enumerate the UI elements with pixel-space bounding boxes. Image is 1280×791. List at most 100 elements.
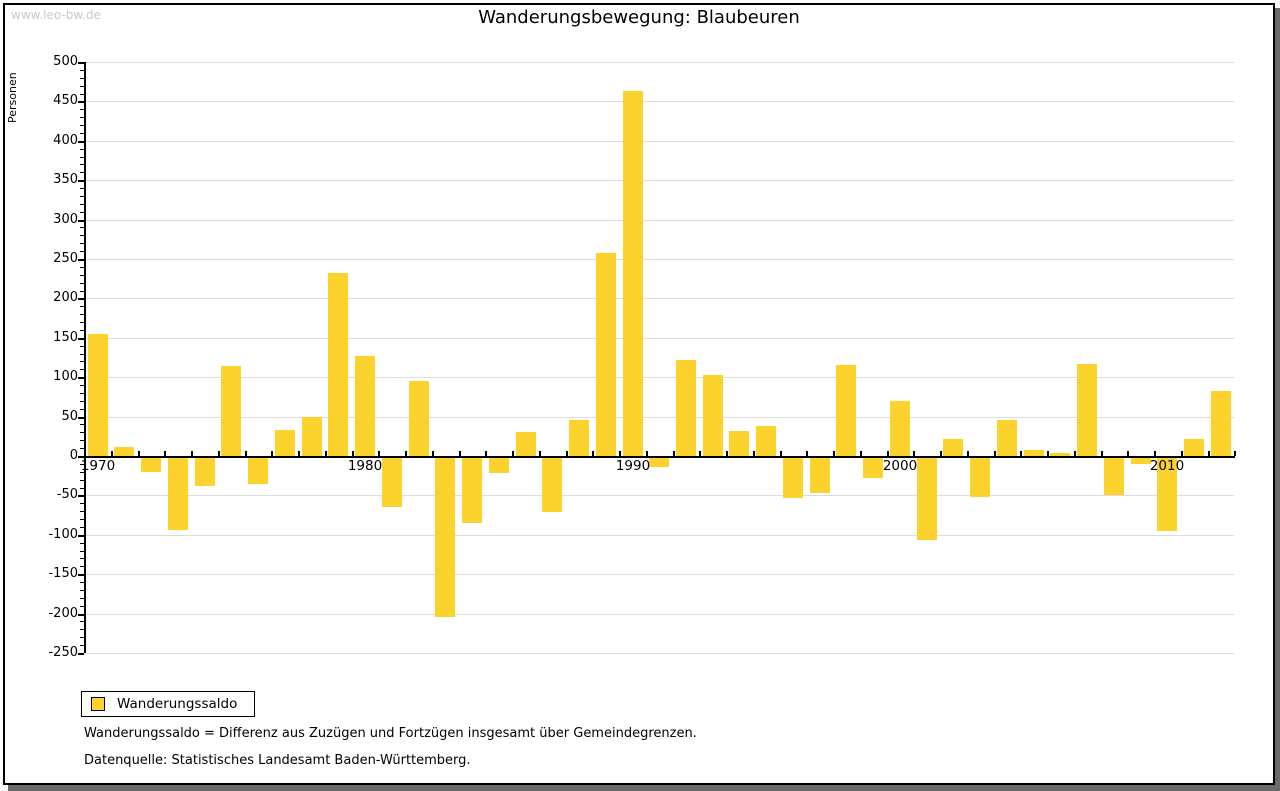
bar-1981 bbox=[382, 458, 402, 507]
x-tick bbox=[699, 451, 701, 456]
x-tick bbox=[432, 451, 434, 456]
y-minor-tick bbox=[80, 590, 84, 591]
y-minor-tick bbox=[80, 472, 84, 473]
bar-1973 bbox=[168, 458, 188, 530]
y-minor-tick bbox=[80, 432, 84, 433]
y-minor-tick bbox=[80, 243, 84, 244]
y-tick-label-400: 400 bbox=[53, 133, 78, 148]
y-tick-label-200: 200 bbox=[53, 290, 78, 305]
y-minor-tick bbox=[80, 251, 84, 252]
bar-1977 bbox=[275, 430, 295, 456]
y-axis-line bbox=[84, 62, 86, 653]
x-tick bbox=[271, 451, 273, 456]
x-tick bbox=[1047, 451, 1049, 456]
bar-1987 bbox=[542, 458, 562, 512]
gridline-100 bbox=[86, 377, 1234, 378]
y-minor-tick bbox=[80, 157, 84, 158]
y-minor-tick bbox=[80, 204, 84, 205]
x-axis-line bbox=[84, 456, 1235, 458]
y-minor-tick bbox=[80, 543, 84, 544]
bar-1975 bbox=[221, 366, 241, 456]
x-tick bbox=[753, 451, 755, 456]
y-minor-tick bbox=[80, 393, 84, 394]
y-minor-tick bbox=[80, 149, 84, 150]
y-tick-label--150: -150 bbox=[48, 566, 78, 581]
x-tick bbox=[940, 451, 942, 456]
y-minor-tick bbox=[80, 598, 84, 599]
bar-2000 bbox=[890, 401, 910, 456]
bar-1983 bbox=[435, 458, 455, 617]
y-minor-tick bbox=[80, 322, 84, 323]
y-minor-tick bbox=[80, 645, 84, 646]
bar-1980 bbox=[355, 356, 375, 456]
gridline-250 bbox=[86, 259, 1234, 260]
y-tick-label--100: -100 bbox=[48, 527, 78, 542]
x-tick bbox=[459, 451, 461, 456]
bar-1991 bbox=[649, 458, 669, 467]
y-minor-tick bbox=[80, 164, 84, 165]
y-major-tick-300 bbox=[78, 220, 84, 222]
bar-1999 bbox=[863, 458, 883, 478]
y-minor-tick bbox=[80, 401, 84, 402]
y-minor-tick bbox=[80, 196, 84, 197]
frame-shadow-right bbox=[1275, 8, 1280, 791]
y-minor-tick bbox=[80, 480, 84, 481]
bar-1970 bbox=[88, 334, 108, 456]
y-minor-tick bbox=[80, 558, 84, 559]
y-tick-label-0: 0 bbox=[69, 448, 78, 463]
bar-1972 bbox=[141, 458, 161, 472]
y-minor-tick bbox=[80, 306, 84, 307]
y-major-tick--150 bbox=[78, 574, 84, 576]
bar-2010 bbox=[1157, 458, 1177, 531]
x-tick bbox=[887, 451, 889, 456]
y-major-tick--200 bbox=[78, 614, 84, 616]
x-tick bbox=[619, 451, 621, 456]
x-tick-label-1970: 1970 bbox=[80, 458, 116, 474]
x-tick bbox=[1234, 451, 1236, 456]
x-tick bbox=[512, 451, 514, 456]
bar-2006 bbox=[1050, 453, 1070, 456]
y-tick-label--250: -250 bbox=[48, 645, 78, 660]
y-major-tick-150 bbox=[78, 338, 84, 340]
y-minor-tick bbox=[80, 369, 84, 370]
bar-2009 bbox=[1131, 458, 1151, 464]
gridline--100 bbox=[86, 535, 1234, 536]
x-tick bbox=[485, 451, 487, 456]
y-minor-tick bbox=[80, 488, 84, 489]
gridline-400 bbox=[86, 141, 1234, 142]
y-minor-tick bbox=[80, 385, 84, 386]
bar-1986 bbox=[516, 432, 536, 456]
y-tick-label--200: -200 bbox=[48, 606, 78, 621]
x-tick bbox=[539, 451, 541, 456]
x-tick bbox=[378, 451, 380, 456]
y-minor-tick bbox=[80, 235, 84, 236]
gridline--250 bbox=[86, 653, 1234, 654]
y-tick-label-450: 450 bbox=[53, 93, 78, 108]
gridline--200 bbox=[86, 614, 1234, 615]
y-minor-tick bbox=[80, 133, 84, 134]
y-major-tick-350 bbox=[78, 180, 84, 182]
x-tick-label-1980: 1980 bbox=[347, 458, 383, 474]
x-tick bbox=[1208, 451, 1210, 456]
bar-1982 bbox=[409, 381, 429, 456]
footnote-source: Datenquelle: Statistisches Landesamt Bad… bbox=[84, 753, 471, 768]
y-major-tick--50 bbox=[78, 495, 84, 497]
x-tick bbox=[191, 451, 193, 456]
y-minor-tick bbox=[80, 637, 84, 638]
y-minor-tick bbox=[80, 267, 84, 268]
y-minor-tick bbox=[80, 188, 84, 189]
bar-2011 bbox=[1184, 439, 1204, 456]
bar-1996 bbox=[783, 458, 803, 498]
bar-1989 bbox=[596, 253, 616, 456]
y-tick-label-300: 300 bbox=[53, 212, 78, 227]
bar-2007 bbox=[1077, 364, 1097, 456]
gridline-350 bbox=[86, 180, 1234, 181]
y-major-tick-250 bbox=[78, 259, 84, 261]
x-tick bbox=[994, 451, 996, 456]
y-minor-tick bbox=[80, 125, 84, 126]
y-minor-tick bbox=[80, 78, 84, 79]
chart-frame: www.leo-bw.de Wanderungsbewegung: Blaube… bbox=[3, 3, 1275, 785]
y-minor-tick bbox=[80, 606, 84, 607]
bar-1992 bbox=[676, 360, 696, 456]
y-minor-tick bbox=[80, 117, 84, 118]
